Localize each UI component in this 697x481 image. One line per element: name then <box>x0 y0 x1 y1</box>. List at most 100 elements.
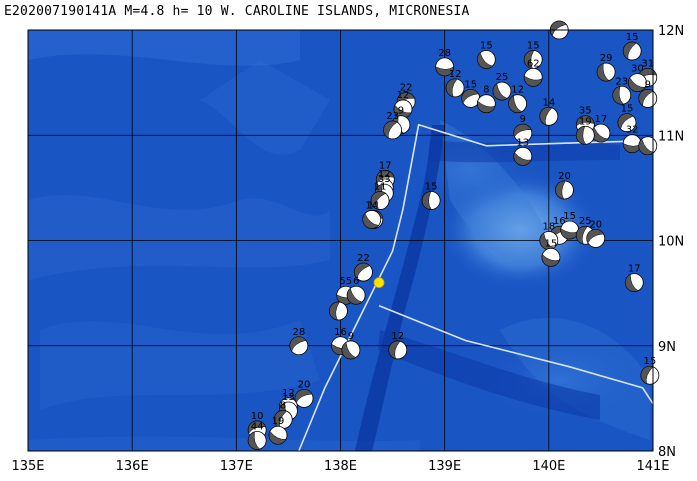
focal-mechanism: 20 <box>294 379 314 408</box>
depth-label: 35 <box>579 106 592 117</box>
longitude-tick-label: 136E <box>116 459 149 474</box>
depth-label: 33 <box>378 174 391 185</box>
focal-mechanism: 23 <box>612 76 632 105</box>
focal-mechanism: 20 <box>586 219 606 248</box>
depth-label: 11 <box>367 200 380 211</box>
focal-mechanism: 12 <box>445 69 465 98</box>
depth-label: 15 <box>621 104 634 115</box>
focal-mechanism: 15 <box>476 40 496 69</box>
focal-mechanism: 12 <box>508 85 527 114</box>
latitude-tick-label: 10N <box>658 235 684 250</box>
focal-mechanism: 17 <box>591 114 611 143</box>
longitude-labels: 135E 136E 137E 138E 139E 140E 141E <box>11 459 669 474</box>
focal-mechanism: 12 <box>388 331 408 360</box>
depth-label: 12 <box>391 331 404 342</box>
focal-mechanism: 15 <box>617 104 637 133</box>
depth-label: 13 <box>516 137 529 148</box>
beachball-compression <box>247 431 261 450</box>
depth-label: 12 <box>282 388 295 399</box>
latitude-tick-label: 8N <box>658 445 676 460</box>
focal-mechanism: 15 <box>640 356 660 385</box>
depth-label: 15 <box>425 182 438 193</box>
beachball-compression <box>638 89 654 107</box>
beachball-compression <box>523 50 535 69</box>
focal-mechanism: 29 <box>596 53 616 82</box>
focal-mechanism: 15 <box>461 79 481 108</box>
epicenter-marker <box>373 277 385 289</box>
focal-mechanism: 32 <box>622 125 642 154</box>
depth-label: 23 <box>615 76 628 87</box>
beachball-compression <box>268 430 287 445</box>
focal-mechanism: 19 <box>575 116 595 145</box>
longitude-tick-label: 135E <box>11 459 44 474</box>
focal-mechanism: 9 <box>638 79 658 108</box>
depth-label: 20 <box>558 171 571 182</box>
focal-mechanism: 15 <box>622 32 642 61</box>
beachball-compression <box>596 63 610 82</box>
focal-mechanism: 6 <box>346 276 366 305</box>
depth-label: 30 <box>631 64 644 75</box>
depth-label: 14 <box>542 97 555 108</box>
focal-mechanism: 15 <box>421 182 441 210</box>
latitude-labels: 12N 11N 10N 9N 8N <box>658 24 684 460</box>
depth-label: 8 <box>280 400 286 411</box>
focal-mechanism: 13 <box>513 137 533 166</box>
depth-label: 11 <box>374 182 387 193</box>
beachball-compression <box>555 180 566 200</box>
depth-label: 12 <box>397 90 410 101</box>
beachball-compression <box>435 66 454 77</box>
depth-label: 23 <box>386 111 399 122</box>
beachball-compression <box>576 225 588 245</box>
depth-label: 20 <box>298 379 311 390</box>
focal-mechanism <box>329 301 348 321</box>
beachball-compression <box>541 254 560 267</box>
depth-label: 29 <box>600 53 613 64</box>
beachball-compression <box>513 152 532 166</box>
latitude-tick-label: 11N <box>658 129 684 144</box>
focal-mechanism: 14 <box>539 97 559 126</box>
beachball-compression <box>362 213 380 229</box>
beachball-compression <box>586 229 604 244</box>
depth-label: 15 <box>563 211 576 222</box>
depth-label: 22 <box>400 83 413 94</box>
depth-label: 9 <box>645 79 651 90</box>
focal-mechanism: 14 <box>362 200 382 229</box>
graticule <box>28 30 653 451</box>
beachball-compression <box>622 41 637 60</box>
beachball-compression <box>376 170 395 183</box>
plate-boundary-line <box>378 305 654 405</box>
focal-mechanism <box>638 136 658 156</box>
depth-label: 18 <box>542 222 555 233</box>
depth-label: 31 <box>641 58 654 69</box>
beachball-compression <box>477 52 493 69</box>
focal-mechanism: 8 <box>476 85 496 114</box>
plate-boundaries <box>298 123 654 452</box>
depth-label: 6 <box>353 276 359 287</box>
beachball-compression <box>576 115 595 127</box>
depth-label: 17 <box>628 264 641 275</box>
depth-label: 15 <box>464 79 477 90</box>
depth-label: 12 <box>449 69 462 80</box>
focal-mechanism: 15 <box>541 238 561 267</box>
depth-label: 19 <box>579 116 592 127</box>
beachball-compression <box>492 83 508 101</box>
depth-label: 12 <box>511 85 524 96</box>
focal-mechanism: 9 <box>341 331 361 360</box>
depth-label: 15 <box>527 40 540 51</box>
depth-label: 15 <box>480 40 493 51</box>
longitude-tick-label: 141E <box>636 459 669 474</box>
beachball-compression <box>576 125 587 145</box>
depth-label: 9 <box>348 331 354 342</box>
plate-boundary-line <box>298 123 654 452</box>
depth-label: 28 <box>438 48 451 59</box>
beachball-compression <box>393 104 412 119</box>
depth-label: 8 <box>483 85 489 96</box>
beachball-compression <box>383 120 398 139</box>
map-frame <box>27 29 654 452</box>
beachball-compression <box>524 75 543 87</box>
beachball-compression <box>346 287 363 305</box>
beachball-compression <box>513 123 532 138</box>
beachball-compression <box>370 191 386 209</box>
focal-mechanism: 22 <box>354 253 373 282</box>
beachball-compression <box>329 301 340 321</box>
